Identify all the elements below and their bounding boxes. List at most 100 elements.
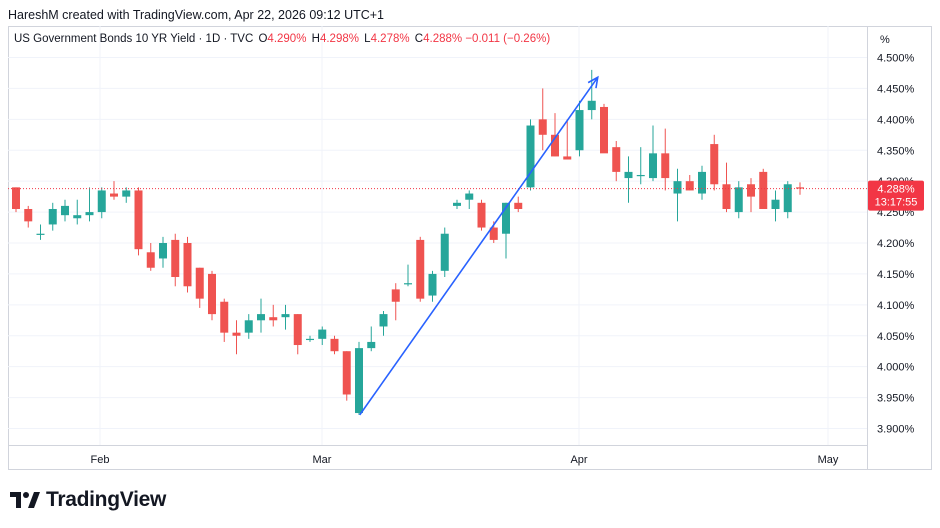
candle[interactable] — [97, 187, 106, 219]
candle[interactable] — [673, 168, 682, 222]
candle[interactable] — [48, 202, 57, 231]
candle[interactable] — [208, 270, 216, 321]
candle-body — [489, 227, 498, 240]
candle[interactable] — [722, 162, 731, 213]
candle[interactable] — [465, 190, 474, 209]
candle-body — [514, 202, 523, 209]
candle[interactable] — [306, 335, 314, 342]
tradingview-logo[interactable]: TradingView — [10, 488, 166, 512]
candle[interactable] — [710, 134, 719, 191]
candle[interactable] — [440, 227, 449, 278]
candle[interactable] — [269, 304, 278, 327]
candle[interactable] — [281, 304, 290, 330]
candle[interactable] — [783, 181, 792, 219]
candle-body — [453, 202, 461, 206]
candle[interactable] — [318, 326, 327, 346]
high-value: 4.298% — [319, 33, 359, 45]
price-tick-label: 4.000% — [877, 362, 915, 374]
candle[interactable] — [514, 196, 523, 213]
candle[interactable] — [367, 326, 376, 352]
candle[interactable] — [477, 199, 486, 231]
candle-body — [208, 273, 216, 315]
candle-body — [440, 233, 449, 271]
candle[interactable] — [612, 140, 621, 182]
price-scale-unit[interactable]: % — [880, 34, 890, 46]
candle[interactable] — [379, 311, 388, 336]
candle[interactable] — [146, 243, 155, 271]
candle[interactable] — [342, 351, 351, 401]
candle[interactable] — [183, 236, 192, 293]
candle[interactable] — [391, 283, 400, 321]
candle[interactable] — [61, 199, 69, 222]
candle[interactable] — [171, 233, 180, 287]
candle[interactable] — [771, 190, 780, 222]
candle-body — [600, 106, 608, 154]
candle[interactable] — [244, 314, 253, 339]
candle[interactable] — [36, 224, 45, 240]
tradingview-logo-text: TradingView — [46, 488, 167, 511]
candle[interactable] — [759, 168, 768, 209]
candle[interactable] — [24, 205, 33, 228]
candle[interactable] — [110, 181, 118, 200]
open-label: O — [258, 33, 268, 45]
candle[interactable] — [416, 236, 425, 302]
price-axis: 4.500%4.450%4.400%4.350%4.300%4.250%4.20… — [877, 53, 915, 436]
candle[interactable] — [355, 341, 363, 415]
candle[interactable] — [453, 199, 461, 209]
price-tick-label: 4.150% — [877, 269, 915, 281]
candle[interactable] — [232, 320, 241, 355]
candle-body — [293, 314, 302, 346]
candle-body — [122, 190, 131, 197]
candle[interactable] — [293, 314, 302, 355]
candle-body — [404, 283, 412, 285]
candle[interactable] — [661, 128, 670, 191]
candle[interactable] — [649, 125, 657, 182]
price-tick-label: 4.350% — [877, 145, 915, 157]
candle[interactable] — [624, 156, 633, 203]
candle[interactable] — [734, 181, 743, 219]
candle[interactable] — [551, 113, 559, 157]
candle[interactable] — [404, 264, 412, 287]
price-tick-label: 4.450% — [877, 83, 915, 95]
candle[interactable] — [636, 147, 645, 185]
candle[interactable] — [122, 187, 131, 203]
candle[interactable] — [600, 103, 608, 154]
candle[interactable] — [428, 270, 437, 302]
candle[interactable] — [85, 187, 94, 222]
candle[interactable] — [134, 187, 143, 256]
candle-body — [783, 184, 792, 213]
candle[interactable] — [73, 199, 82, 225]
candle-body — [159, 243, 167, 259]
candle-body — [673, 181, 682, 194]
tradingview-logo-icon — [10, 492, 40, 508]
open-value: 4.290% — [267, 33, 307, 45]
candle[interactable] — [698, 165, 706, 200]
candle[interactable] — [747, 178, 755, 213]
candle-body — [355, 348, 363, 414]
candle[interactable] — [159, 236, 167, 268]
price-tick-label: 4.400% — [877, 114, 915, 126]
candle[interactable] — [587, 69, 596, 120]
price-tick-label: 4.100% — [877, 300, 915, 312]
candle[interactable] — [526, 119, 535, 191]
candle[interactable] — [195, 267, 204, 308]
candle[interactable] — [685, 174, 694, 191]
candle[interactable] — [538, 88, 547, 151]
candle-body — [796, 187, 804, 189]
price-tick-label: 4.200% — [877, 238, 915, 250]
close-label: C — [414, 33, 424, 45]
current-price-badge-bg — [868, 180, 924, 211]
candle[interactable] — [575, 100, 584, 157]
candle-body — [636, 174, 645, 177]
candle[interactable] — [257, 298, 265, 333]
candle[interactable] — [12, 187, 20, 213]
low-label: L — [364, 33, 371, 45]
candle[interactable] — [220, 298, 229, 342]
candle-body — [563, 156, 572, 160]
candle[interactable] — [330, 335, 339, 355]
candle[interactable] — [563, 119, 572, 160]
candle-body — [612, 147, 621, 172]
candle[interactable] — [502, 202, 510, 259]
candle-body — [416, 239, 425, 299]
